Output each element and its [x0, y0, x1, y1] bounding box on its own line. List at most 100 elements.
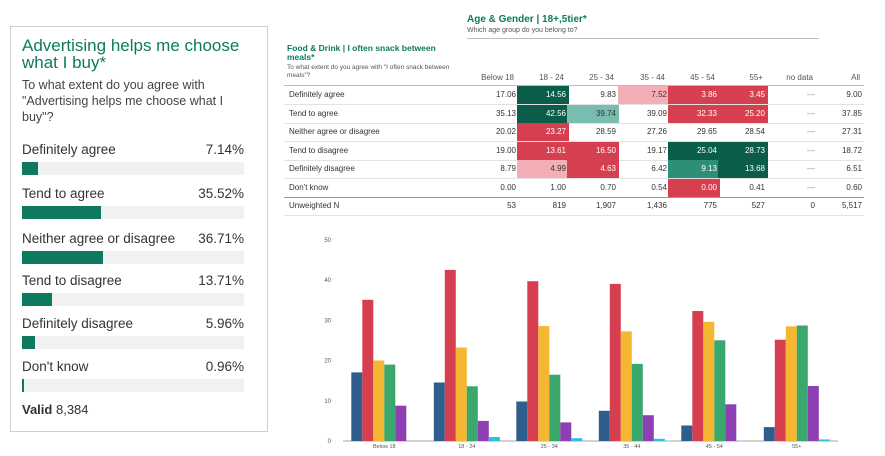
- column-header: 55+: [749, 73, 763, 82]
- option-value: 7.14%: [205, 142, 244, 157]
- option-bar-fill: [22, 162, 38, 175]
- row-label: Tend to agree: [289, 108, 338, 118]
- option-row: Don't know 0.96%: [22, 358, 244, 374]
- valid-count: Valid 8,384: [22, 402, 89, 417]
- card-title: Advertising helps me choose what I buy*: [22, 36, 240, 72]
- table-cell: 19.00: [495, 145, 516, 155]
- table-cell: 27.26: [646, 127, 667, 136]
- option-item: Tend to agree 35.52%: [22, 185, 244, 219]
- y-tick-label: 20: [324, 359, 331, 365]
- table-cell: —: [807, 164, 815, 173]
- x-tick-label: Below 18: [373, 444, 396, 450]
- bar: [642, 415, 654, 441]
- table-cell: 775: [703, 201, 717, 210]
- table-cell: 27.31: [841, 127, 862, 136]
- option-bar-track: [22, 293, 244, 306]
- table-cell: 3.45: [718, 86, 768, 104]
- option-row: Neither agree or disagree 36.71%: [22, 230, 244, 246]
- column-header: no data: [786, 73, 813, 82]
- table-cell: 0.00: [668, 178, 720, 197]
- table-cell: 20.02: [495, 127, 516, 136]
- table-title: Age & Gender | 18+,5tier*: [467, 14, 587, 25]
- option-bar-track: [22, 336, 244, 349]
- table-cell: —: [807, 90, 815, 99]
- summary-card: Advertising helps me choose what I buy* …: [10, 26, 268, 432]
- question-title: Food & Drink | I often snack between mea…: [287, 43, 436, 62]
- bar: [488, 437, 500, 441]
- row-divider: [284, 196, 864, 198]
- option-bar-fill: [22, 206, 101, 219]
- table-cell: —: [807, 182, 815, 192]
- option-value: 13.71%: [198, 273, 244, 288]
- bar: [560, 422, 572, 441]
- bar: [796, 325, 808, 441]
- y-tick-label: 40: [324, 278, 331, 284]
- column-header: All: [851, 73, 860, 82]
- option-value: 36.71%: [198, 231, 244, 246]
- option-bar-fill: [22, 251, 104, 264]
- bar: [818, 439, 830, 441]
- table-cell: 7.52: [618, 86, 670, 104]
- bar: [549, 374, 561, 441]
- option-bar-track: [22, 379, 244, 392]
- column-header: Below 18: [481, 73, 514, 82]
- bar: [807, 386, 819, 441]
- table-cell: 8.79: [500, 164, 516, 173]
- x-tick-label: 45 - 54: [706, 444, 723, 450]
- option-bar-track: [22, 206, 244, 219]
- table-cell: 29.65: [696, 127, 717, 136]
- option-value: 0.96%: [205, 359, 244, 374]
- table-cell: 28.54: [744, 127, 765, 136]
- table-top-rule: [284, 85, 864, 86]
- option-row: Definitely disagree 5.96%: [22, 315, 244, 331]
- bar: [362, 299, 374, 441]
- table-cell: 23.27: [517, 123, 569, 141]
- table-cell: 28.59: [595, 127, 616, 136]
- option-label: Definitely disagree: [22, 316, 134, 331]
- option-label: Tend to disagree: [22, 273, 122, 288]
- option-bar-fill: [22, 293, 53, 306]
- option-bar-fill: [22, 379, 25, 392]
- bar: [455, 347, 467, 441]
- bar: [609, 283, 621, 441]
- table-subtitle: Which age group do you belong to?: [467, 27, 578, 34]
- column-header: 45 - 54: [690, 73, 715, 82]
- x-tick-label: 55+: [792, 444, 801, 450]
- option-item: Definitely disagree 5.96%: [22, 315, 244, 349]
- table-header: Age & Gender | 18+,5tier* Which age grou…: [467, 14, 587, 34]
- x-tick-label: 25 - 34: [541, 444, 558, 450]
- bar: [653, 438, 665, 441]
- table-cell: 13.68: [718, 160, 768, 178]
- column-header: 35 - 44: [640, 73, 665, 82]
- table-cell: 527: [751, 201, 765, 210]
- bar: [444, 269, 456, 441]
- bar: [620, 331, 632, 441]
- table-cell: 18.72: [841, 145, 862, 155]
- bar: [692, 311, 704, 441]
- bar: [538, 326, 550, 441]
- table-cell: 0.70: [600, 182, 616, 192]
- option-row: Tend to disagree 13.71%: [22, 272, 244, 288]
- option-bar-track: [22, 251, 244, 264]
- column-header: 18 - 24: [539, 73, 564, 82]
- option-label: Definitely agree: [22, 142, 116, 157]
- table-cell: 42.56: [517, 104, 569, 123]
- table-cell: 14.56: [517, 86, 569, 104]
- y-tick-label: 10: [324, 399, 331, 405]
- table-cell: 1,907: [595, 201, 616, 210]
- row-label: Definitely agree: [289, 90, 345, 99]
- table-cell: 0.41: [749, 182, 765, 192]
- bar: [774, 339, 786, 441]
- table-cell: 25.04: [668, 141, 720, 160]
- option-item: Definitely agree 7.14%: [22, 141, 244, 175]
- bar: [598, 410, 610, 441]
- question-subtitle: To what extent do you agree with "I ofte…: [287, 64, 450, 79]
- bar: [395, 405, 407, 441]
- table-cell: 39.09: [646, 108, 667, 118]
- table-cell: 37.85: [841, 108, 862, 118]
- table-cell: 53: [507, 201, 516, 210]
- table-cell: 4.99: [517, 160, 569, 178]
- grouped-bar-chart: 0 10 20 30 40 50 Below 18 18 - 24 25 - 34 35 - 44…: [324, 238, 838, 450]
- bar: [516, 401, 528, 441]
- table-cell: —: [807, 145, 815, 155]
